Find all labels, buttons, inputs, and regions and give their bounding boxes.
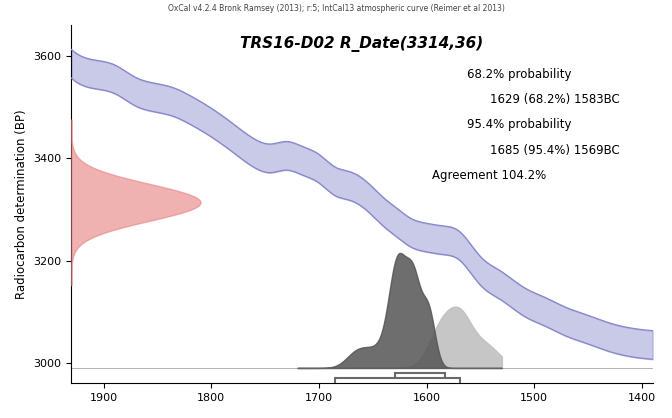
Text: TRS16-D02 R_Date(3314,36): TRS16-D02 R_Date(3314,36) xyxy=(241,36,484,52)
Text: OxCal v4.2.4 Bronk Ramsey (2013); r:5; IntCal13 atmospheric curve (Reimer et al : OxCal v4.2.4 Bronk Ramsey (2013); r:5; I… xyxy=(167,4,505,13)
Text: 68.2% probability: 68.2% probability xyxy=(466,69,571,82)
Text: 1629 (68.2%) 1583BC: 1629 (68.2%) 1583BC xyxy=(490,94,620,107)
Text: 95.4% probability: 95.4% probability xyxy=(466,118,571,132)
Y-axis label: Radiocarbon determination (BP): Radiocarbon determination (BP) xyxy=(15,110,28,299)
Text: 1685 (95.4%) 1569BC: 1685 (95.4%) 1569BC xyxy=(490,143,620,156)
Text: Agreement 104.2%: Agreement 104.2% xyxy=(431,168,546,181)
